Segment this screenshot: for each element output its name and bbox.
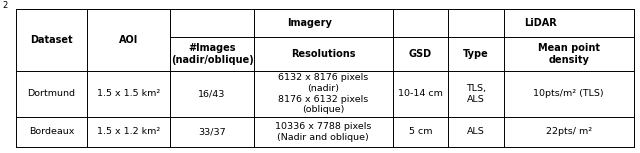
Text: Type: Type [463, 49, 489, 59]
Text: 1.5 x 1.5 km²: 1.5 x 1.5 km² [97, 89, 161, 98]
Text: Bordeaux: Bordeaux [29, 127, 74, 136]
Text: 5 cm: 5 cm [409, 127, 432, 136]
Text: Imagery: Imagery [287, 18, 332, 28]
Text: Dortmund: Dortmund [28, 89, 76, 98]
Text: #Images
(nadir/oblique): #Images (nadir/oblique) [171, 43, 253, 65]
Text: TLS,
ALS: TLS, ALS [466, 84, 486, 104]
Text: Dataset: Dataset [30, 35, 73, 45]
Text: LiDAR: LiDAR [525, 18, 557, 28]
Text: 16/43: 16/43 [198, 89, 226, 98]
Text: 10pts/m² (TLS): 10pts/m² (TLS) [533, 89, 604, 98]
Text: 2: 2 [3, 1, 8, 10]
Text: 6132 x 8176 pixels
(nadir)
8176 x 6132 pixels
(oblique): 6132 x 8176 pixels (nadir) 8176 x 6132 p… [278, 73, 369, 114]
Text: 1.5 x 1.2 km²: 1.5 x 1.2 km² [97, 127, 161, 136]
Text: 33/37: 33/37 [198, 127, 226, 136]
Text: 22pts/ m²: 22pts/ m² [546, 127, 592, 136]
Text: ALS: ALS [467, 127, 485, 136]
Text: Resolutions: Resolutions [291, 49, 355, 59]
Text: GSD: GSD [409, 49, 432, 59]
Text: 10-14 cm: 10-14 cm [398, 89, 443, 98]
Text: Mean point
density: Mean point density [538, 43, 600, 65]
Text: AOI: AOI [119, 35, 138, 45]
Text: 10336 x 7788 pixels
(Nadir and oblique): 10336 x 7788 pixels (Nadir and oblique) [275, 122, 371, 142]
